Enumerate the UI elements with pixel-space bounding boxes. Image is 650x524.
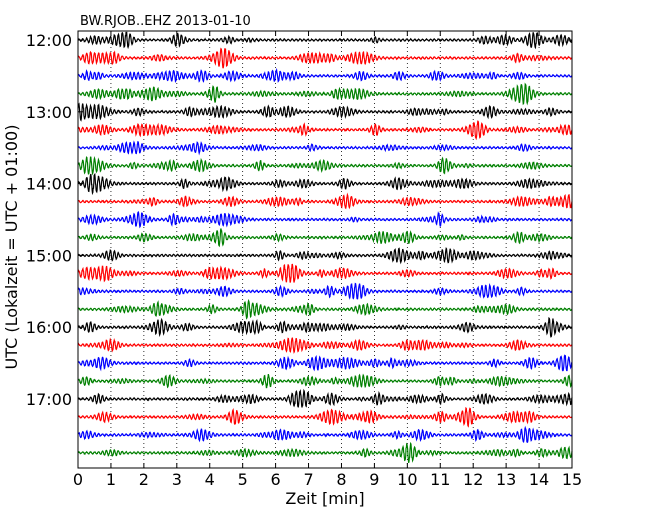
- traces: [77, 31, 573, 464]
- trace-line: [77, 67, 573, 83]
- axes: 0 1 2 3 4 5 6 7 8 9 10 11 12 13 14 1512:0013:0014:0015:…: [26, 31, 582, 489]
- x-tick-label: 5: [238, 470, 248, 489]
- trace-line: [77, 406, 573, 428]
- x-tick-label: 8: [336, 470, 346, 489]
- trace-line: [77, 31, 573, 50]
- y-axis-label: UTC (Lokalzeit = UTC + 01:00): [2, 125, 21, 370]
- trace-line: [77, 441, 573, 464]
- trace-line: [77, 82, 573, 106]
- x-tick-label: 2: [139, 470, 149, 489]
- trace-line: [77, 228, 573, 248]
- x-tick-label: 6: [271, 470, 281, 489]
- trace-line: [77, 388, 573, 408]
- trace-line: [77, 373, 573, 389]
- trace-line: [77, 282, 573, 300]
- x-tick-label: 3: [172, 470, 182, 489]
- x-tick-label: 15: [562, 470, 582, 489]
- x-tick-label: 12: [463, 470, 483, 489]
- plot-frame: [77, 30, 573, 469]
- x-tick-label: 0: [73, 470, 83, 489]
- trace-line: [77, 246, 573, 265]
- trace-line: [77, 156, 573, 176]
- y-tick-label: 14:00: [26, 175, 72, 194]
- x-tick-label: 10: [397, 470, 417, 489]
- x-tick-label: 1: [106, 470, 116, 489]
- x-tick-label: 13: [496, 470, 516, 489]
- trace-line: [77, 354, 573, 372]
- trace-line: [77, 192, 573, 210]
- trace-line: [77, 425, 573, 444]
- x-tick-label: 4: [205, 470, 215, 489]
- x-tick-label: 11: [430, 470, 450, 489]
- trace-line: [77, 263, 573, 283]
- chart-title: BW.RJOB..EHZ 2013-01-10: [80, 14, 251, 29]
- y-tick-label: 12:00: [26, 31, 72, 50]
- trace-line: [77, 298, 573, 320]
- trace-line: [77, 47, 573, 69]
- trace-line: [77, 120, 573, 141]
- trace-line: [77, 210, 573, 229]
- trace-line: [77, 140, 573, 156]
- trace-line: [77, 102, 573, 122]
- y-tick-label: 15:00: [26, 246, 72, 265]
- trace-line: [77, 172, 573, 196]
- x-axis-label: Zeit [min]: [285, 489, 364, 508]
- y-tick-label: 13:00: [26, 103, 72, 122]
- trace-line: [77, 337, 573, 354]
- y-tick-label: 17:00: [26, 390, 72, 409]
- x-tick-label: 9: [369, 470, 379, 489]
- x-tick-label: 14: [529, 470, 549, 489]
- y-tick-label: 16:00: [26, 318, 72, 337]
- x-tick-label: 7: [303, 470, 313, 489]
- trace-line: [77, 316, 573, 338]
